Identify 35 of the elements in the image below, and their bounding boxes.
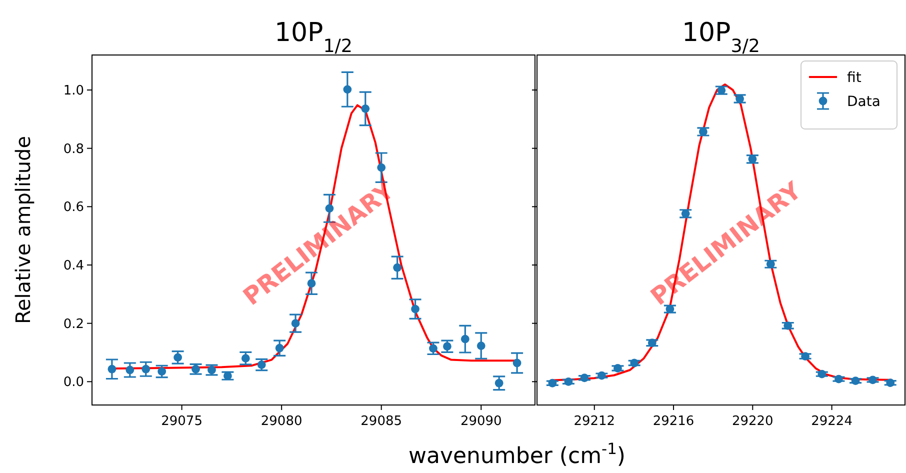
point — [548, 378, 557, 388]
point — [801, 352, 810, 360]
y-tick-label: 0.8 — [63, 142, 84, 157]
x-tick-label: 29085 — [360, 414, 402, 429]
chart-title: 10P$_{1/2}$ — [274, 18, 353, 56]
y-tick-label: 1.0 — [63, 84, 84, 98]
legend-label: fit — [847, 70, 862, 86]
y-axis-title: Relative amplitude — [11, 136, 35, 324]
x-tick-label: 29075 — [161, 414, 202, 429]
x-axis-title: wavenumber (cm$^{-1}$) — [408, 440, 626, 469]
chart-title: 10P$_{3/2}$ — [682, 18, 760, 56]
point — [818, 370, 826, 378]
point — [834, 374, 843, 384]
x-tick-label: 29224 — [811, 414, 852, 429]
point — [886, 378, 895, 388]
point — [784, 321, 792, 330]
y-tick-label: 0.6 — [63, 200, 84, 216]
x-tick-label: 29080 — [260, 414, 302, 429]
point — [580, 374, 589, 382]
point — [630, 358, 639, 368]
point — [648, 338, 656, 348]
point — [614, 364, 622, 372]
y-tick-label: 0.2 — [63, 316, 84, 332]
y-tick-label: 0.0 — [63, 375, 84, 390]
x-tick-label: 29212 — [574, 414, 616, 429]
point — [666, 304, 674, 314]
point — [564, 377, 573, 386]
legend-label: Data — [847, 94, 880, 110]
point — [851, 376, 860, 385]
y-tick-label: 0.4 — [63, 258, 84, 274]
x-tick-label: 29216 — [652, 414, 694, 429]
x-tick-label: 29090 — [460, 414, 502, 429]
point — [597, 371, 606, 380]
x-tick-label: 29220 — [732, 414, 774, 429]
point — [868, 376, 877, 384]
